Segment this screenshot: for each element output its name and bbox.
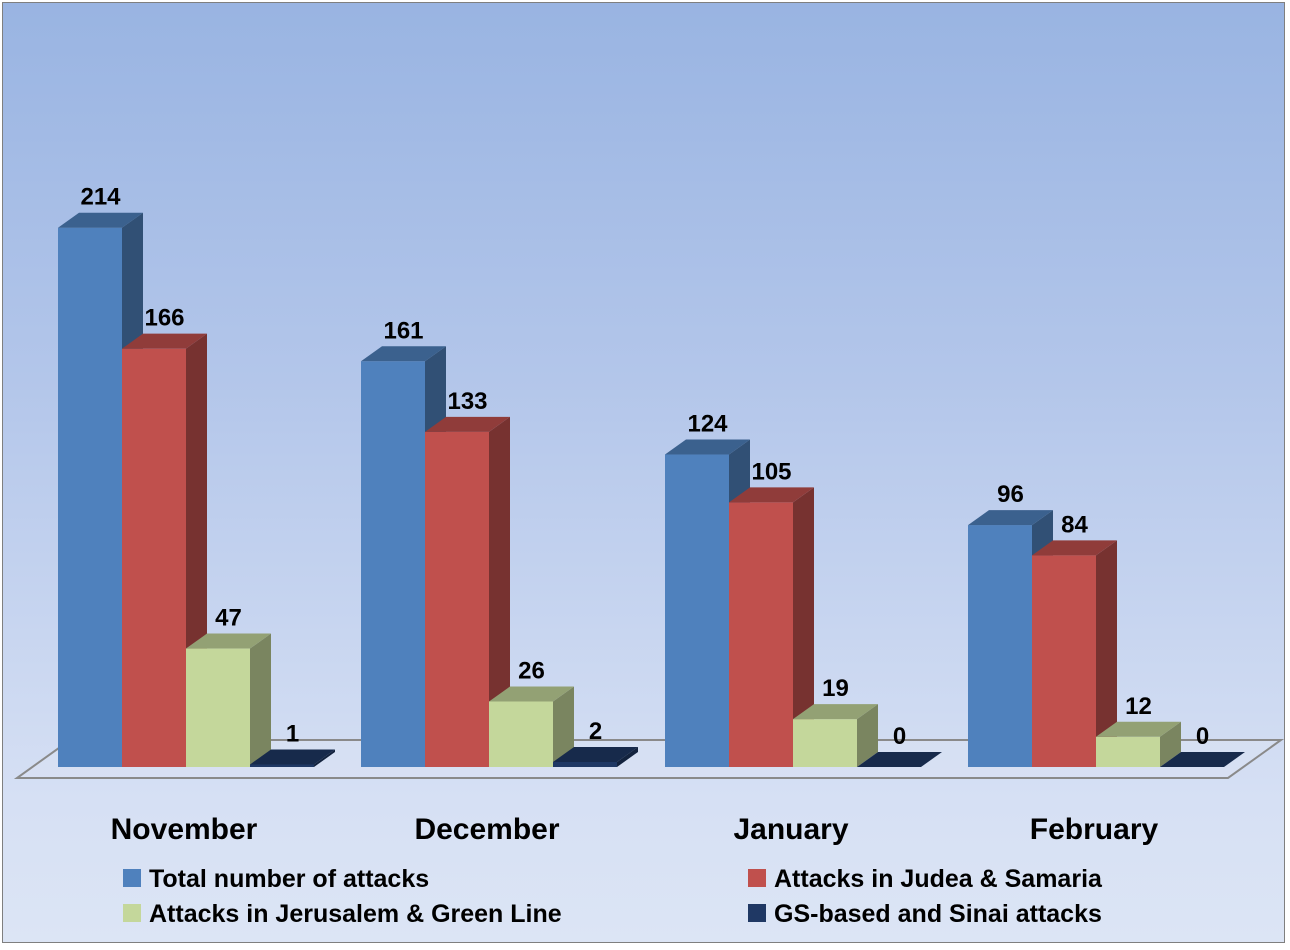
bar-side: [250, 633, 271, 767]
bar-top: [793, 704, 878, 720]
bar-february-gs-based-and-sinai-attacks: [1160, 752, 1245, 767]
bar-november-attacks-in-jerusalem-green-line: [186, 633, 271, 767]
bars-group: [58, 212, 1245, 768]
value-label-december-total-number-of-attacks: 161: [383, 317, 423, 344]
value-label-january-total-number-of-attacks: 124: [687, 411, 728, 438]
value-label-december-attacks-in-jerusalem-green-line: 26: [518, 657, 545, 684]
bar-front: [968, 525, 1032, 767]
legend-swatch: [123, 904, 141, 922]
bar-front: [665, 454, 729, 767]
legend: Total number of attacks Attacks in Judea …: [123, 865, 1103, 928]
bar-february-attacks-in-judea-samaria: [1032, 540, 1117, 767]
value-label-november-attacks-in-jerusalem-green-line: 47: [215, 605, 242, 632]
value-label-december-gs-based-and-sinai-attacks: 2: [589, 718, 602, 745]
value-label-february-attacks-in-judea-samaria: 84: [1061, 511, 1088, 538]
bar-december-attacks-in-judea-samaria: [425, 416, 510, 767]
bar-side: [314, 749, 335, 767]
bar-front: [122, 348, 186, 767]
bar-top: [489, 686, 574, 702]
value-label-february-total-number-of-attacks: 96: [997, 481, 1024, 508]
bar-january-gs-based-and-sinai-attacks: [857, 752, 942, 767]
legend-label: Attacks in Judea & Samaria: [774, 865, 1103, 893]
category-label-february: February: [1030, 813, 1159, 846]
bar-january-attacks-in-judea-samaria: [729, 487, 814, 767]
bar-side: [553, 686, 574, 767]
legend-item-gs-based-and-sinai-attacks: GS-based and Sinai attacks: [748, 900, 1102, 928]
bar-side: [489, 416, 510, 767]
value-label-february-attacks-in-jerusalem-green-line: 12: [1125, 693, 1152, 720]
category-labels-group: November December January February: [111, 813, 1159, 846]
bar-side: [1160, 721, 1181, 767]
bar-top: [968, 510, 1053, 526]
value-label-january-attacks-in-judea-samaria: 105: [751, 458, 791, 485]
bar-top: [1096, 721, 1181, 737]
category-label-january: January: [733, 813, 848, 846]
bar-front: [186, 648, 250, 767]
legend-item-attacks-in-jerusalem-green-line: Attacks in Jerusalem & Green Line: [123, 900, 562, 928]
bar-top: [58, 212, 143, 228]
category-label-november: November: [111, 813, 258, 846]
bar-top: [857, 752, 942, 767]
legend-swatch: [748, 904, 766, 922]
bar-top: [553, 746, 638, 762]
value-label-november-attacks-in-judea-samaria: 166: [144, 305, 184, 332]
value-label-january-gs-based-and-sinai-attacks: 0: [893, 723, 906, 750]
bar-front: [553, 761, 617, 767]
bar-top: [122, 333, 207, 349]
bar-front: [425, 431, 489, 767]
bar-side: [1096, 540, 1117, 767]
bar-front: [58, 227, 122, 768]
bar-front: [1032, 555, 1096, 767]
legend-swatch: [748, 869, 766, 887]
value-label-november-gs-based-and-sinai-attacks: 1: [286, 720, 299, 747]
bar-top: [665, 439, 750, 455]
bar-top: [1160, 752, 1245, 767]
bar-front: [793, 719, 857, 767]
bar-november-gs-based-and-sinai-attacks: [250, 749, 335, 767]
bar-top: [729, 487, 814, 503]
bar-february-attacks-in-jerusalem-green-line: [1096, 721, 1181, 767]
value-label-february-gs-based-and-sinai-attacks: 0: [1196, 723, 1209, 750]
legend-label: GS-based and Sinai attacks: [774, 900, 1102, 928]
value-labels-group: 214 166 47 1 161 133 26 2 124 105 19 0 96 84 12 0: [80, 184, 1209, 750]
bar-front: [489, 701, 553, 767]
bar-front: [361, 361, 425, 767]
legend-label: Attacks in Jerusalem & Green Line: [149, 900, 562, 928]
legend-label: Total number of attacks: [149, 865, 429, 893]
bar-december-gs-based-and-sinai-attacks: [553, 746, 638, 767]
bar-top: [250, 749, 335, 765]
category-label-december: December: [414, 813, 559, 846]
legend-item-total-number-of-attacks: Total number of attacks: [123, 865, 429, 893]
bar-top: [1032, 540, 1117, 556]
bar-top: [186, 633, 271, 649]
bar-side: [793, 487, 814, 767]
bar-front: [250, 764, 314, 767]
value-label-january-attacks-in-jerusalem-green-line: 19: [822, 675, 849, 702]
bar-december-attacks-in-jerusalem-green-line: [489, 686, 574, 767]
value-label-november-total-number-of-attacks: 214: [80, 184, 121, 211]
bar-front: [729, 502, 793, 767]
bar-side: [617, 746, 638, 767]
legend-swatch: [123, 869, 141, 887]
bar-top: [361, 346, 446, 362]
legend-item-attacks-in-judea-samaria: Attacks in Judea & Samaria: [748, 865, 1103, 893]
bar-front: [1096, 736, 1160, 767]
bar-chart: 214 166 47 1 161 133 26 2 124 105 19 0 96 84 12 0 Novem…: [13, 184, 1285, 928]
bar-side: [857, 704, 878, 767]
value-label-december-attacks-in-judea-samaria: 133: [447, 388, 487, 415]
bar-january-attacks-in-jerusalem-green-line: [793, 704, 878, 767]
bar-top: [425, 416, 510, 432]
